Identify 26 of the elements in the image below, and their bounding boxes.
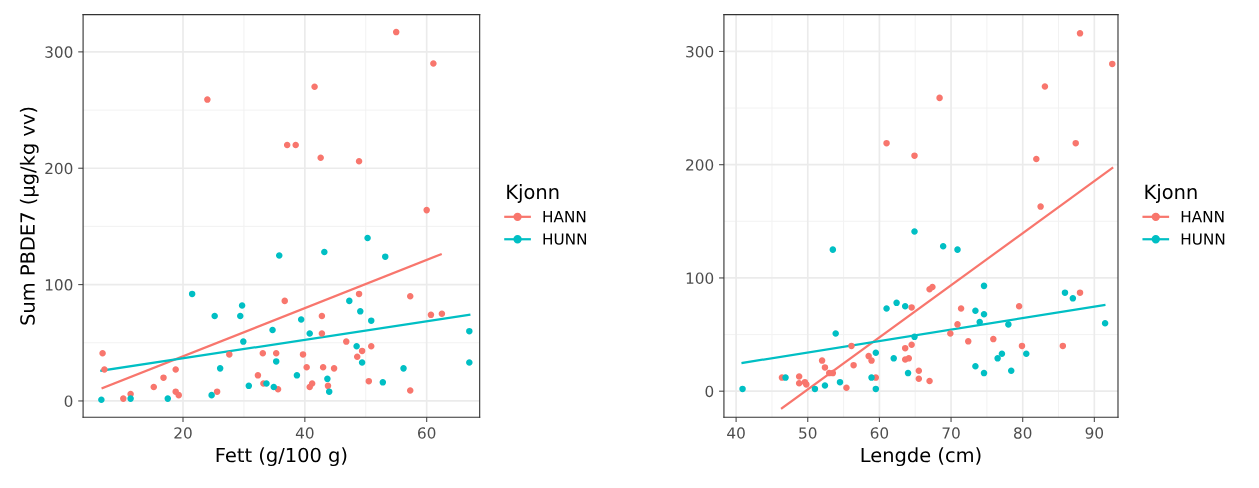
legend-label: HANN (1181, 211, 1224, 223)
x-tick-label: 80 (1014, 427, 1032, 439)
legend-label: HANN (543, 211, 586, 223)
y-axis-title: Sum PBDE7 (µg/kg vv) (19, 107, 39, 325)
y-tick-label: 100 (686, 272, 714, 284)
x-tick-label: 40 (727, 427, 745, 439)
y-tick-label: 0 (705, 385, 714, 398)
x-tick-label: 50 (799, 427, 817, 439)
x-tick-label: 40 (295, 427, 314, 439)
y-tick-label: 200 (45, 162, 73, 175)
x-tick-label: 60 (870, 427, 889, 439)
y-tick-label: 300 (45, 46, 73, 58)
legend-title: Kjonn (507, 184, 559, 203)
legend-title: Kjonn (1145, 184, 1197, 203)
x-tick-label: 70 (942, 427, 960, 439)
y-tick-label: 100 (45, 279, 73, 291)
y-tick-label: 300 (686, 45, 714, 58)
x-tick-label: 60 (418, 427, 436, 439)
x-tick-label: 20 (174, 427, 192, 439)
legend-label: HUNN (543, 233, 587, 245)
x-axis-title: Fett (g/100 g) (216, 447, 347, 467)
x-tick-label: 90 (1085, 427, 1104, 439)
y-tick-label: 0 (64, 395, 73, 407)
legend-label: HUNN (1181, 233, 1225, 245)
x-axis-title: Lengde (cm) (861, 447, 981, 467)
y-tick-label: 200 (686, 159, 714, 171)
